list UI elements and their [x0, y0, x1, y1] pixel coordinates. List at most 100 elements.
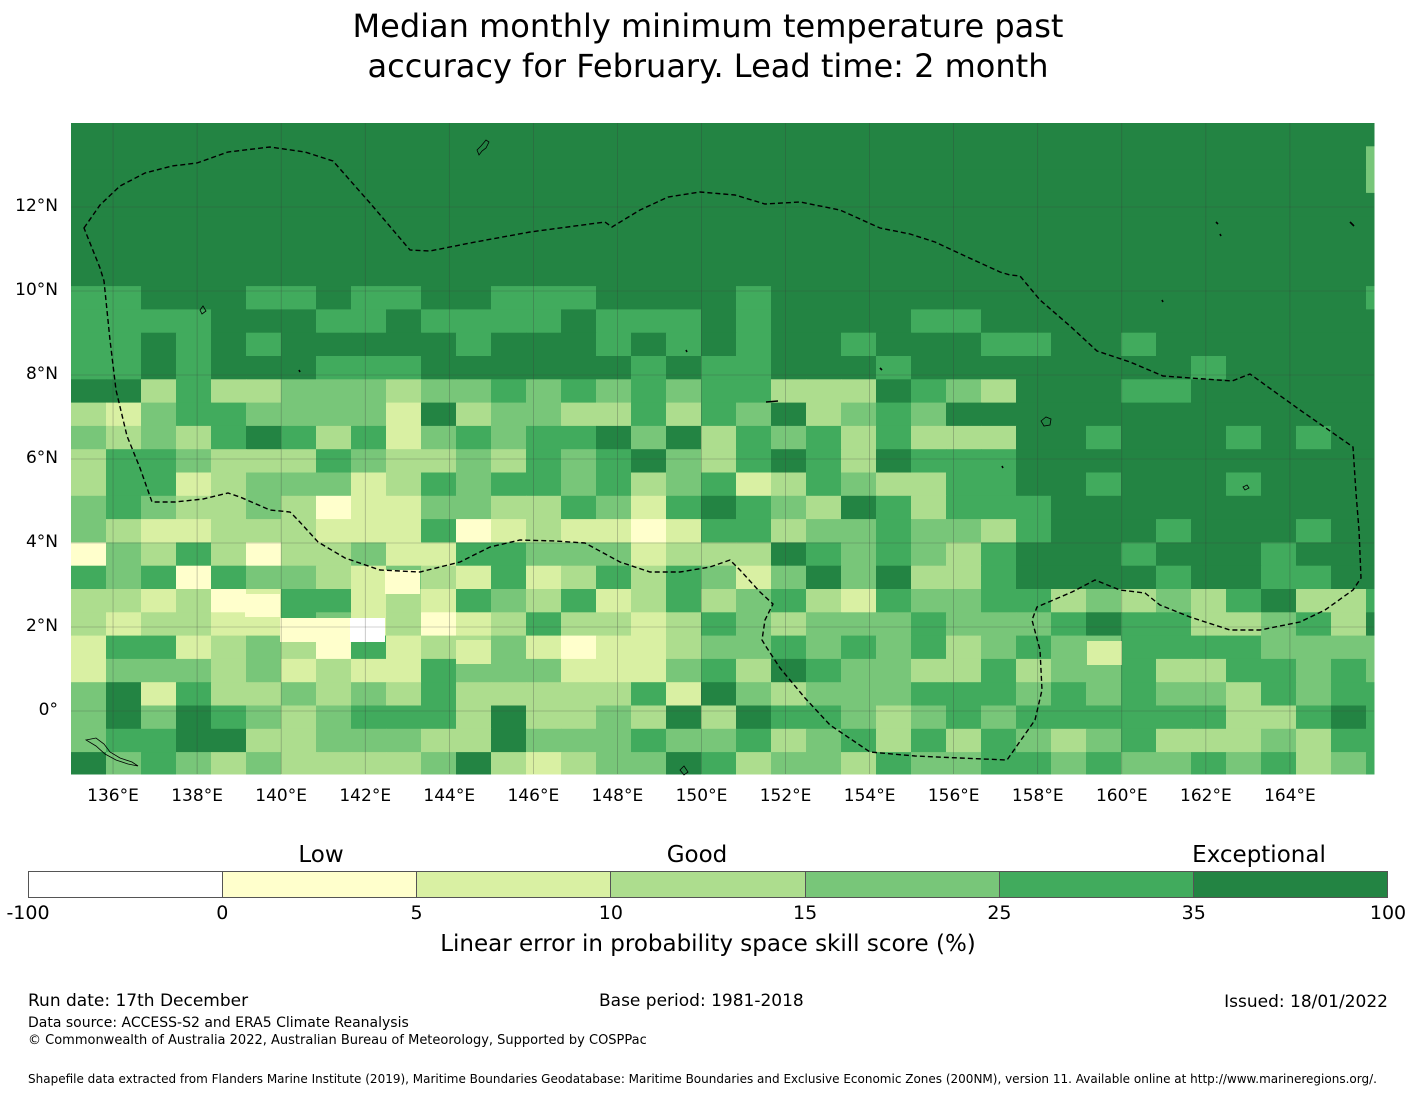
skill-cell: [981, 169, 1017, 194]
skill-cell: [316, 542, 352, 567]
skill-cell: [141, 356, 177, 380]
skill-cell: [1086, 705, 1122, 730]
skill-cell: [631, 472, 667, 497]
skill-cell: [1226, 565, 1262, 590]
skill-cell: [1156, 472, 1192, 497]
eez-boundary: [83, 146, 1362, 761]
skill-cell: [1016, 542, 1052, 567]
base-period: Base period: 1981-2018: [599, 991, 804, 1011]
skill-cell: [141, 402, 177, 427]
skill-cell: [666, 123, 702, 147]
skill-cell: [911, 356, 947, 380]
skill-cell: [841, 589, 877, 613]
skill-cell: [211, 519, 247, 543]
skill-cell: [316, 519, 352, 543]
skill-cell: [1051, 472, 1087, 497]
skill-cell: [141, 262, 177, 287]
skill-cell: [421, 169, 457, 194]
x-tick-label: 158°E: [1011, 786, 1064, 806]
skill-cell: [1156, 682, 1192, 706]
skill-cell: [211, 752, 247, 775]
skill-cell: [71, 682, 107, 706]
skill-cell: [1226, 705, 1262, 730]
skill-cell: [1261, 519, 1297, 543]
skill-cell: [141, 728, 177, 753]
manus-island: [679, 765, 689, 776]
x-tick-label: 160°E: [1095, 786, 1148, 806]
skill-cell: [386, 449, 422, 473]
skill-cell: [981, 402, 1017, 427]
skill-cell: [386, 332, 422, 357]
skill-cell: [1016, 705, 1052, 730]
skill-cell: [246, 286, 282, 310]
skill-cell: [351, 192, 387, 217]
skill-cell: [701, 705, 737, 730]
skill-cell: [421, 123, 457, 147]
skill-cell: [1296, 425, 1332, 450]
skill-cell: [281, 542, 317, 567]
skill-cell: [1121, 472, 1157, 497]
skill-cell: [246, 425, 282, 450]
skill-cell: [1156, 589, 1192, 613]
skill-cell: [491, 146, 527, 171]
skill-cell: [526, 356, 562, 380]
skill-cell: [771, 589, 807, 613]
skill-cell: [106, 356, 142, 380]
skill-cell: [281, 123, 317, 147]
skill-cell: [1191, 495, 1227, 520]
skill-cell: [666, 635, 702, 660]
skill-cell: [211, 612, 247, 637]
skill-cell: [1331, 542, 1367, 567]
skill-cell: [1121, 402, 1157, 427]
skill-cell: [1366, 658, 1375, 683]
skill-cell: [491, 286, 527, 310]
skill-cell: [596, 472, 632, 497]
skill-cell: [141, 146, 177, 171]
skill-cell: [981, 449, 1017, 473]
skill-cell: [736, 449, 772, 473]
skill-cell: [1086, 682, 1122, 706]
skill-cell: [1016, 356, 1052, 380]
skill-cell: [1226, 752, 1262, 775]
skill-cell: [911, 519, 947, 543]
skill-cell: [596, 728, 632, 753]
colorbar-tick-label: 35: [1181, 902, 1206, 924]
skill-cell: [351, 262, 387, 287]
skill-cell: [211, 192, 247, 217]
skill-cell: [351, 658, 387, 683]
skill-cell: [421, 425, 457, 450]
skill-cell: [211, 309, 247, 334]
colorbar-segment: [29, 872, 223, 897]
skill-cell: [281, 356, 317, 380]
skill-cell: [561, 472, 597, 497]
skill-cell: [736, 262, 772, 287]
skill-cell: [1016, 262, 1052, 287]
skill-cell: [386, 402, 422, 427]
skill-cell: [631, 658, 667, 683]
skill-cell: [351, 332, 387, 357]
skill-cell: [211, 705, 247, 730]
skill-cell: [421, 705, 457, 730]
title-line-1: Median monthly minimum temperature past: [352, 7, 1064, 45]
skill-cell: [841, 752, 877, 775]
skill-cell: [771, 705, 807, 730]
skill-cell: [421, 239, 457, 264]
skill-cell: [71, 752, 107, 775]
skill-cell: [421, 192, 457, 217]
skill-cell: [211, 216, 247, 240]
skill-cell: [281, 169, 317, 194]
skill-cell: [806, 123, 842, 147]
skill-cell: [526, 589, 562, 613]
skill-cell: [421, 589, 457, 613]
skill-cell: [946, 589, 982, 613]
skill-cell: [981, 542, 1017, 567]
skill-cell: [526, 123, 562, 147]
skill-cell: [1016, 658, 1052, 683]
skill-cell: [876, 239, 912, 264]
skill-cell: [246, 542, 282, 567]
skill-cell: [911, 635, 947, 660]
skill-cell: [1331, 705, 1367, 730]
x-tick-label: 138°E: [171, 786, 223, 806]
skill-cell: [876, 146, 912, 171]
skill-cell: [456, 542, 492, 567]
